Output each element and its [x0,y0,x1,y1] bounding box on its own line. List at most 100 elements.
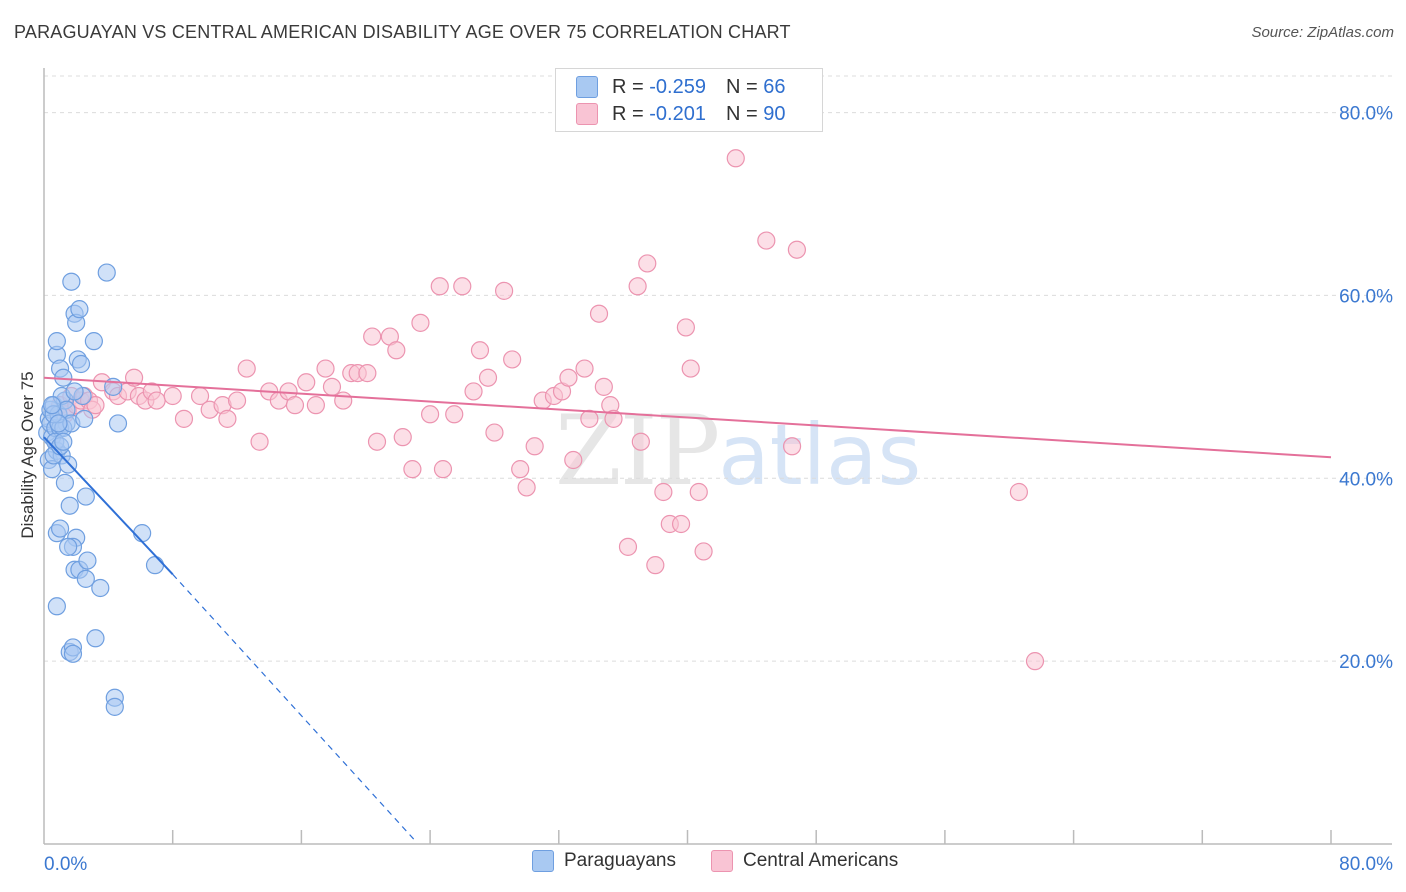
central-american-point [631,432,650,451]
trend-line-paraguayans [43,436,174,575]
bottom-legend-paraguayans: Paraguayans [532,850,676,872]
bottom-legend-label-paraguayans: Paraguayans [564,850,676,871]
paraguayan-point [86,629,105,648]
paraguayan-point [55,473,75,492]
central-american-point [564,450,583,470]
central-american-point [227,391,247,410]
central-american-point [757,231,776,250]
chart-title: PARAGUAYAN VS CENTRAL AMERICAN DISABILIT… [14,22,791,42]
central-american-point [638,254,657,273]
legend-r-value-paraguayans: -0.259 [649,75,706,98]
legend-r-label: R = [612,102,644,125]
central-american-point [445,405,464,424]
central-american-point [676,318,695,337]
paraguayan-point [145,556,165,575]
y-tick-label: 80.0% [1339,104,1393,125]
y-tick-label: 40.0% [1339,469,1393,490]
central-american-point [654,482,673,502]
trend-lines [43,376,1332,840]
central-american-point [511,460,530,479]
trend-line-central-americans [43,376,1332,459]
central-american-point [453,277,472,296]
bottom-legend-swatch-paraguayans [532,850,554,872]
central-american-point [525,437,544,456]
paraguayan-point [59,537,78,556]
central-american-point [163,386,182,406]
legend-n-value-central-americans: 90 [763,102,786,125]
paraguayan-point [76,569,95,588]
central-american-point [433,460,453,479]
paraguayan-point [50,519,70,538]
central-american-point [322,377,342,396]
central-american-point [503,350,522,369]
y-tick-label: 60.0% [1339,286,1393,307]
central-american-point [1025,652,1045,671]
central-american-point [782,437,802,456]
paraguayan-point [108,414,128,433]
paraguayan-point [75,409,94,428]
central-american-point [297,373,316,392]
central-american-point [387,341,406,360]
axes [43,68,1392,845]
central-american-point [124,368,144,387]
central-american-point [1009,482,1029,502]
x-tick-label-max: 80.0% [1339,854,1393,875]
paraguayan-point [60,496,79,515]
legend-swatch-central-americans [576,103,598,125]
paraguayan-point [133,524,152,543]
paraguayan-point [91,578,110,598]
central-american-point [86,396,105,415]
paraguayan-points [38,263,165,716]
central-american-point [411,313,430,332]
central-american-point [147,391,166,410]
central-american-point [559,368,578,387]
bottom-legend-label-central-americans: Central Americans [743,850,899,871]
paraguayan-point [65,382,84,401]
central-american-point [694,542,713,561]
legend-row-paraguayans: R = -0.259 N = 66 [576,74,785,100]
paraguayan-point [84,332,103,351]
paraguayan-point [47,332,66,351]
central-american-point [403,460,422,479]
central-american-point [174,409,194,428]
central-american-point [306,396,325,415]
central-american-point [316,359,335,378]
paraguayan-point [63,644,83,663]
central-american-point [604,409,623,428]
legend-n-label: N = [725,102,758,125]
central-american-point [495,281,514,300]
central-american-points [50,149,1045,671]
central-american-point [671,514,691,534]
central-american-point [689,482,708,502]
central-american-point [594,377,613,396]
paraguayan-point [42,396,62,415]
legend-n-label: N = [725,75,758,98]
central-american-point [646,556,665,575]
central-american-point [575,359,594,378]
bottom-legend-central-americans: Central Americans [711,850,898,872]
central-american-point [628,277,647,296]
paraguayan-point [49,414,68,433]
legend-row-central-americans: R = -0.201 N = 90 [576,101,785,127]
paraguayan-point [47,597,66,616]
trend-line-paraguayans-extension [172,573,415,840]
x-tick-label-min: 0.0% [44,854,87,875]
central-american-point [589,304,609,323]
central-american-point [393,428,412,447]
central-american-point [430,277,449,296]
paraguayan-point [76,487,95,506]
central-american-point [464,382,483,401]
y-axis-label: Disability Age Over 75 [18,371,37,539]
central-american-point [517,478,536,497]
central-american-point [485,423,504,442]
central-american-point [250,432,269,451]
paraguayan-point [71,354,91,374]
ticks: 20.0% 40.0% 60.0% 80.0% 0.0% 80.0% [44,104,1393,875]
central-american-point [470,341,490,360]
central-american-point [478,368,498,387]
central-american-point [618,537,638,556]
legend-r-value-central-americans: -0.201 [649,102,706,125]
central-american-point [363,327,382,346]
paraguayan-point [70,300,89,319]
